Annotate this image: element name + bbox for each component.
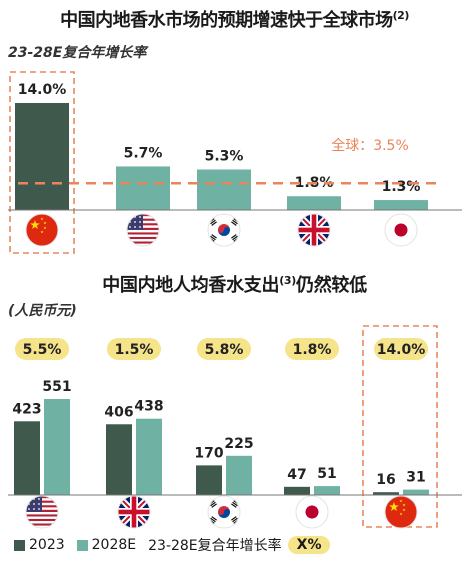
chart2-value-label-us-2028e: 551 (42, 379, 71, 395)
chart1-bar-china (15, 103, 69, 210)
chart2-bar-uk-2023 (106, 424, 132, 495)
chart2-cagr-pill-uk (107, 338, 161, 360)
chart2-value-label-south-korea-2023: 170 (194, 445, 223, 461)
chart2-value-label-japan-2023: 47 (287, 467, 306, 483)
chart2-cagr-label-uk: 1.5% (115, 342, 154, 358)
chart2-cagr-label-japan: 1.8% (293, 342, 332, 358)
chart1-title: 中国内地香水市场的预期增速快于全球市场(2) (0, 6, 469, 32)
chart2-cagr-label-us: 5.5% (23, 342, 62, 358)
china-flag-icon (25, 213, 59, 247)
chart2-cagr-label-china: 14.0% (377, 342, 426, 358)
chart2-value-label-uk-2028e: 438 (134, 399, 163, 415)
chart2-bar-japan-2028e (314, 486, 340, 495)
chart1-value-label-china: 14.0% (18, 82, 67, 98)
korea-flag-icon (207, 213, 241, 247)
chart1-value-label-south-korea: 5.3% (205, 148, 244, 164)
chart1-bar-japan (374, 200, 428, 210)
chart2-bar-uk-2028e (136, 418, 162, 495)
us-flag-icon (25, 495, 59, 529)
chart1-title-text: 中国内地香水市场的预期增速快于全球市场 (60, 10, 393, 31)
chart2-subtitle: (人民币元) (8, 303, 77, 319)
chart1-value-label-us: 5.7% (124, 145, 163, 161)
legend-item-cagr: 23-28E复合年增长率 X% (148, 535, 331, 555)
chart2-legend: 2023 2028E 23-28E复合年增长率 X% (14, 535, 342, 555)
legend-label-2028e: 2028E (91, 537, 137, 553)
chart2-cagr-pill-us (15, 338, 69, 360)
chart1-title-footnote: (2) (392, 9, 410, 22)
chart1-highlight-box (9, 71, 75, 254)
chart2-bar-china-2023 (373, 492, 399, 495)
chart2-value-label-us-2023: 423 (12, 401, 41, 417)
legend-swatch-2028e (76, 539, 88, 551)
uk-flag-icon (117, 495, 151, 529)
china-flag-icon (384, 495, 418, 529)
legend-item-2028e: 2028E (76, 537, 137, 553)
uk-flag-icon (297, 213, 331, 247)
chart2-cagr-pill-japan (285, 338, 339, 360)
chart2-cagr-label-south-korea: 5.8% (205, 342, 244, 358)
chart1-bar-uk (287, 196, 341, 210)
korea-flag-icon (207, 495, 241, 529)
chart1-cagr-bar-chart: 14.0%5.7% 5.3%1.8% 1.3%全球：3.5% (8, 71, 462, 254)
chart1-global-reference-label: 全球：3.5% (331, 137, 409, 154)
legend-swatch-2023 (14, 539, 25, 551)
chart2-title-tail: 仍然较低 (296, 275, 367, 296)
chart2-cagr-pill-south-korea (197, 338, 251, 360)
chart2-value-label-uk-2023: 406 (104, 404, 133, 420)
legend-label-2023: 2023 (29, 537, 65, 553)
japan-flag-icon (295, 495, 329, 529)
chart2-title: 中国内地人均香水支出(3)仍然较低 (0, 271, 469, 297)
japan-flag-icon (384, 213, 418, 247)
chart2-value-label-china-2028e: 31 (406, 470, 425, 486)
chart2-cagr-pill-china (374, 338, 428, 360)
chart2-bar-japan-2023 (284, 486, 310, 495)
legend-item-2023: 2023 (14, 537, 65, 553)
chart2-bar-south-korea-2028e (226, 455, 252, 495)
chart1-bar-us (116, 166, 170, 210)
chart1-subtitle: 23-28E复合年增长率 (8, 45, 147, 61)
chart2-value-label-japan-2028e: 51 (317, 466, 336, 482)
chart2-bar-us-2028e (44, 399, 70, 495)
chart2-bar-china-2028e (403, 489, 429, 495)
legend-label-cagr: 23-28E复合年增长率 (148, 538, 282, 554)
chart2-value-label-south-korea-2028e: 225 (224, 436, 253, 452)
chart2-title-text: 中国内地人均香水支出 (102, 275, 280, 296)
chart2-bar-us-2023 (14, 421, 40, 495)
legend-cagr-badge: X% (287, 536, 331, 554)
chart2-value-label-china-2023: 16 (376, 472, 395, 488)
chart2-title-footnote: (3) (279, 274, 296, 287)
chart2-bar-south-korea-2023 (196, 465, 222, 495)
chart1-bar-south-korea (197, 169, 251, 210)
